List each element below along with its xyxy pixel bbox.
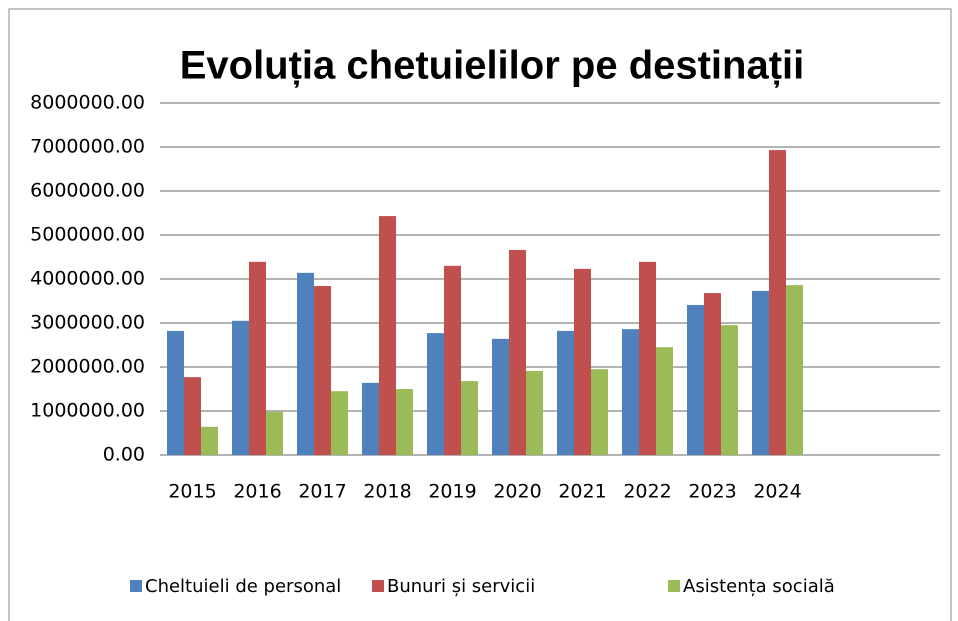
bar [752,290,769,455]
bar [721,325,738,455]
bar [444,265,461,455]
x-tick-label: 2020 [493,481,541,503]
y-tick-label: 8000000.00 [30,92,145,114]
y-tick-label: 7000000.00 [30,136,145,158]
bar [574,268,591,455]
x-tick-label: 2023 [688,481,736,503]
legend-label: Bunuri și servicii [387,576,535,597]
x-tick-label: 2019 [428,481,476,503]
bar [232,320,249,455]
bar [492,338,509,455]
bar [167,330,184,455]
chart-frame [8,8,952,621]
y-tick-label: 3000000.00 [30,312,145,334]
bar [622,329,639,455]
y-tick-label: 5000000.00 [30,224,145,246]
x-tick-label: 2016 [233,481,281,503]
y-tick-label: 4000000.00 [30,268,145,290]
x-tick-label: 2015 [168,481,216,503]
bar [427,333,444,455]
bar [656,347,673,455]
bar [314,286,331,455]
bar [591,369,608,455]
x-tick-label: 2021 [558,481,606,503]
bar [249,261,266,455]
bar [331,391,348,455]
x-tick-label: 2018 [363,481,411,503]
bar [557,330,574,455]
bar [786,285,803,455]
legend-swatch [372,580,384,592]
legend-label: Asistența socială [683,576,835,597]
x-tick-label: 2024 [753,481,801,503]
y-tick-label: 0.00 [103,444,145,466]
legend-label: Cheltuieli de personal [145,576,341,597]
legend-swatch [668,580,680,592]
x-tick-label: 2017 [298,481,346,503]
y-tick-label: 6000000.00 [30,180,145,202]
bar [297,272,314,455]
y-tick-label: 2000000.00 [30,356,145,378]
legend-swatch [130,580,142,592]
bar [461,381,478,455]
bar [509,249,526,455]
bar [201,426,218,455]
bar [639,261,656,455]
bar [184,377,201,455]
bar [379,216,396,455]
bar [266,411,283,455]
bar [704,293,721,455]
bar [526,370,543,455]
bar [362,382,379,455]
bar [396,389,413,455]
bar [769,150,786,455]
y-tick-label: 1000000.00 [30,400,145,422]
bar [687,304,704,455]
x-tick-label: 2022 [623,481,671,503]
chart-title: Evoluția chetuielilor pe destinații [180,44,805,88]
